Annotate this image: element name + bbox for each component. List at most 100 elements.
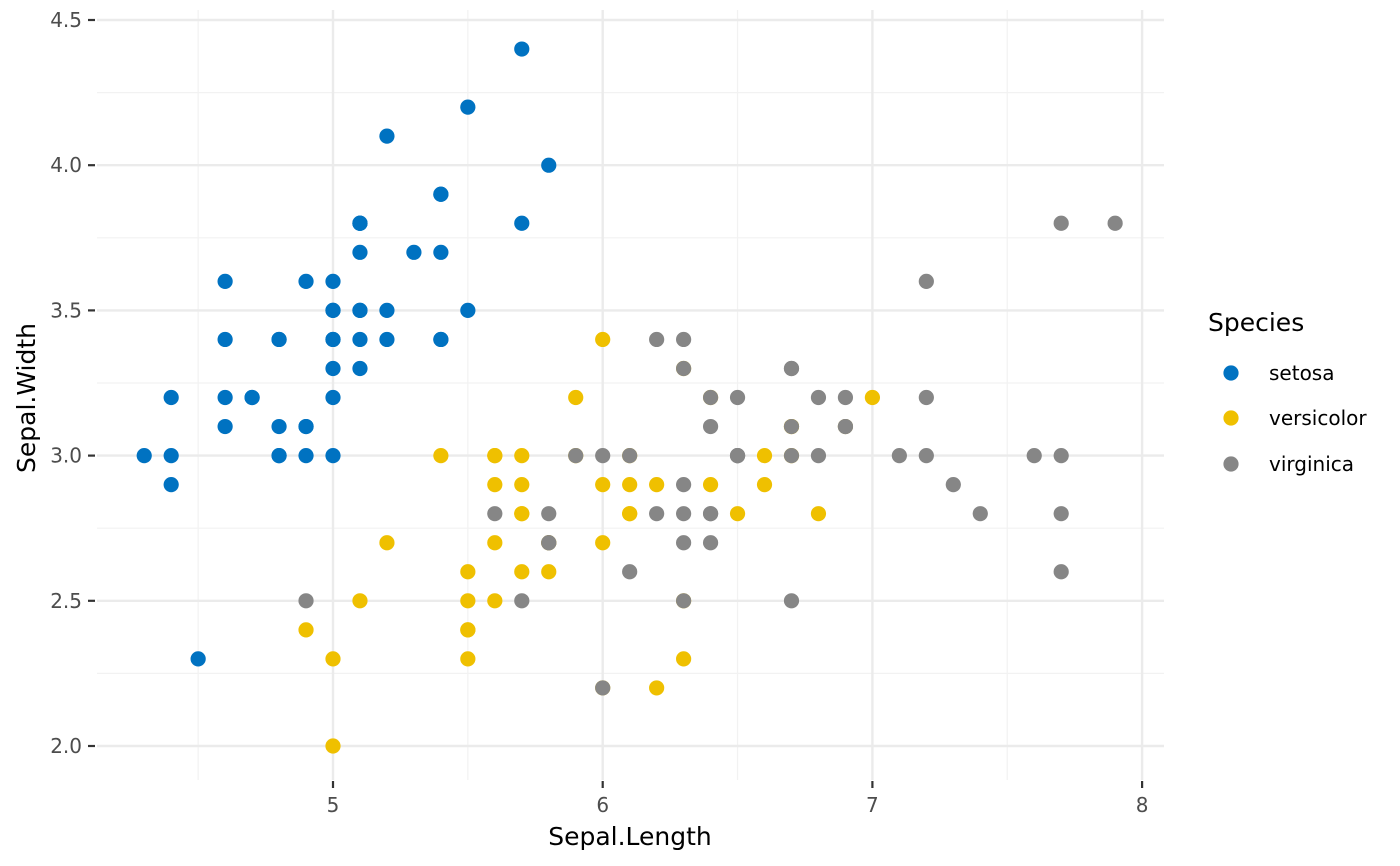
point-versicolor: [487, 535, 503, 551]
point-setosa: [325, 389, 341, 406]
x-tick-label: 5: [327, 793, 340, 817]
point-virginica: [676, 535, 692, 551]
point-virginica: [702, 389, 719, 406]
point-setosa: [460, 99, 476, 115]
point-versicolor: [595, 331, 611, 348]
point-setosa: [352, 244, 368, 260]
point-virginica: [918, 448, 934, 464]
point-versicolor: [729, 506, 746, 522]
point-virginica: [702, 418, 719, 435]
point-virginica: [595, 680, 611, 696]
point-virginica: [918, 273, 934, 289]
point-virginica: [298, 593, 314, 609]
point-setosa: [352, 302, 368, 318]
x-tick-label: 8: [1136, 793, 1149, 817]
point-setosa: [163, 448, 179, 464]
y-tick-label: 2.5: [50, 589, 82, 613]
point-virginica: [1053, 506, 1069, 522]
y-tick-label: 3.0: [50, 444, 82, 468]
point-setosa: [271, 331, 287, 348]
point-versicolor: [810, 506, 827, 522]
point-versicolor: [460, 564, 476, 580]
point-setosa: [379, 331, 395, 348]
point-versicolor: [325, 651, 341, 667]
point-setosa: [514, 41, 530, 57]
y-axis-title: Sepal.Width: [12, 323, 41, 473]
point-versicolor: [622, 477, 638, 493]
point-setosa: [406, 244, 422, 260]
point-setosa: [190, 651, 206, 667]
point-virginica: [783, 418, 800, 435]
point-versicolor: [595, 477, 611, 493]
point-virginica: [1053, 448, 1069, 464]
legend-key-setosa: [1223, 365, 1239, 381]
major-gridlines: [97, 10, 1164, 780]
point-versicolor: [514, 564, 530, 580]
point-versicolor: [514, 448, 530, 464]
point-versicolor: [756, 448, 773, 464]
point-virginica: [1107, 215, 1123, 231]
legend-title: Species: [1208, 308, 1304, 337]
point-setosa: [325, 448, 341, 464]
point-virginica: [783, 448, 800, 464]
legend-label-virginica: virginica: [1269, 452, 1354, 476]
point-versicolor: [379, 535, 395, 551]
legend-label-versicolor: versicolor: [1269, 406, 1367, 430]
point-versicolor: [487, 448, 503, 464]
point-setosa: [298, 418, 314, 435]
point-virginica: [945, 477, 961, 493]
legend-label-setosa: setosa: [1269, 361, 1334, 385]
point-setosa: [325, 360, 341, 377]
point-virginica: [541, 535, 557, 551]
point-virginica: [783, 593, 800, 609]
point-virginica: [837, 389, 854, 406]
point-versicolor: [460, 651, 476, 667]
point-virginica: [1026, 448, 1042, 464]
legend-key-virginica: [1223, 456, 1239, 472]
point-virginica: [568, 448, 584, 464]
point-versicolor: [433, 448, 449, 464]
point-setosa: [271, 448, 287, 464]
point-versicolor: [514, 506, 530, 522]
point-versicolor: [541, 564, 557, 580]
point-virginica: [810, 448, 827, 464]
y-tick-label: 4.0: [50, 153, 82, 177]
point-setosa: [433, 331, 449, 348]
point-virginica: [595, 448, 611, 464]
legend-key-versicolor: [1223, 410, 1239, 426]
point-setosa: [514, 215, 530, 231]
point-setosa: [352, 360, 368, 377]
point-setosa: [352, 331, 368, 348]
point-virginica: [649, 506, 665, 522]
point-setosa: [379, 128, 395, 144]
point-versicolor: [460, 593, 476, 609]
point-virginica: [702, 506, 719, 522]
point-setosa: [352, 215, 368, 231]
point-virginica: [1053, 215, 1069, 231]
point-virginica: [837, 418, 854, 435]
point-virginica: [676, 477, 692, 493]
legend: Species setosa versicolor virginica: [1208, 308, 1367, 476]
y-axis: 2.0 2.5 3.0 3.5 4.0 4.5: [50, 8, 95, 758]
point-virginica: [676, 360, 692, 377]
point-versicolor: [649, 477, 665, 493]
x-tick-label: 6: [596, 793, 609, 817]
point-virginica: [541, 506, 557, 522]
y-tick-label: 4.5: [50, 8, 82, 32]
point-versicolor: [676, 651, 692, 667]
point-setosa: [217, 331, 233, 348]
point-virginica: [729, 389, 746, 406]
point-setosa: [325, 302, 341, 318]
x-axis: 5 6 7 8: [327, 781, 1149, 817]
point-virginica: [810, 389, 827, 406]
point-setosa: [325, 331, 341, 348]
point-versicolor: [514, 477, 530, 493]
point-virginica: [972, 506, 988, 522]
x-axis-title: Sepal.Length: [548, 822, 712, 851]
point-setosa: [136, 448, 152, 464]
point-versicolor: [622, 506, 638, 522]
point-versicolor: [756, 477, 773, 493]
point-versicolor: [460, 622, 476, 638]
point-setosa: [217, 418, 233, 435]
point-virginica: [487, 506, 503, 522]
